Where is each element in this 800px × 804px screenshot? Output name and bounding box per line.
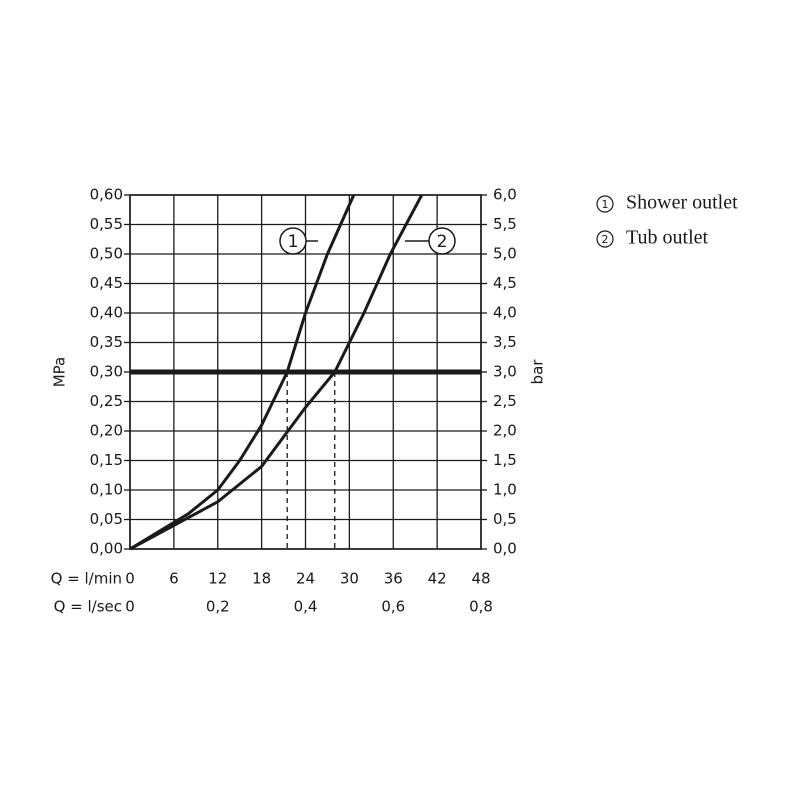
legend-symbol-label: 1 bbox=[602, 198, 609, 211]
y2-tick-label: 6,0 bbox=[493, 186, 517, 204]
y-tick-label: 0,15 bbox=[90, 451, 123, 469]
legend-label: Tub outlet bbox=[626, 227, 709, 249]
y-tick-label: 0,50 bbox=[90, 245, 123, 263]
y-tick-label: 0,05 bbox=[90, 510, 123, 528]
x-tick-label: 24 bbox=[296, 570, 315, 588]
x2-tick-label: 0,4 bbox=[294, 598, 318, 616]
y2-axis-label: bar bbox=[529, 359, 547, 385]
y-tick-label: 0,40 bbox=[90, 304, 123, 322]
legend-symbol bbox=[596, 230, 614, 248]
y2-tick-label: 4,5 bbox=[493, 274, 517, 292]
x2-axis-label: Q = l/sec bbox=[54, 598, 122, 616]
x-tick-label: 12 bbox=[208, 570, 227, 588]
y-tick-label: 0,20 bbox=[90, 422, 123, 440]
x-tick-label: 42 bbox=[428, 570, 447, 588]
x-tick-label: 48 bbox=[471, 570, 490, 588]
y2-tick-label: 4,0 bbox=[493, 304, 517, 322]
y-tick-label: 0,55 bbox=[90, 215, 123, 233]
legend-symbol-label: 2 bbox=[602, 233, 609, 246]
legend-label: Shower outlet bbox=[626, 192, 738, 214]
x2-tick-label: 0,8 bbox=[469, 598, 493, 616]
y-tick-label: 0,10 bbox=[90, 481, 123, 499]
y-tick-label: 0,45 bbox=[90, 274, 123, 292]
y2-tick-label: 3,0 bbox=[493, 363, 517, 381]
y-tick-label: 0,25 bbox=[90, 392, 123, 410]
y2-tick-label: 0,0 bbox=[493, 540, 517, 558]
y2-tick-label: 2,0 bbox=[493, 422, 517, 440]
x-axis-label: Q = l/min bbox=[51, 570, 122, 588]
y2-tick-label: 1,0 bbox=[493, 481, 517, 499]
x-tick-label: 36 bbox=[384, 570, 403, 588]
curve-label-circle bbox=[428, 227, 456, 255]
x-tick-label: 18 bbox=[252, 570, 271, 588]
y-tick-label: 0,30 bbox=[90, 363, 123, 381]
y-tick-label: 0,00 bbox=[90, 540, 123, 558]
y2-tick-label: 0,5 bbox=[493, 510, 517, 528]
y2-tick-label: 1,5 bbox=[493, 451, 517, 469]
y-tick-label: 0,35 bbox=[90, 333, 123, 351]
y2-tick-label: 5,0 bbox=[493, 245, 517, 263]
series-line bbox=[129, 194, 356, 551]
series-line bbox=[129, 194, 424, 551]
y2-tick-label: 5,5 bbox=[493, 215, 517, 233]
x2-tick-label: 0,2 bbox=[206, 598, 230, 616]
curve-label: 1 bbox=[288, 232, 299, 252]
y-axis-label: MPa bbox=[51, 357, 69, 388]
curve-label: 2 bbox=[437, 232, 448, 252]
x-tick-label: 6 bbox=[169, 570, 179, 588]
x-tick-label: 0 bbox=[125, 570, 135, 588]
legend-symbol bbox=[596, 195, 614, 213]
x2-tick-label: 0 bbox=[125, 598, 135, 616]
x-tick-label: 30 bbox=[340, 570, 359, 588]
x2-tick-label: 0,6 bbox=[381, 598, 405, 616]
y-tick-label: 0,60 bbox=[90, 186, 123, 204]
y2-tick-label: 2,5 bbox=[493, 392, 517, 410]
curve-label-circle bbox=[279, 227, 307, 255]
y2-tick-label: 3,5 bbox=[493, 333, 517, 351]
